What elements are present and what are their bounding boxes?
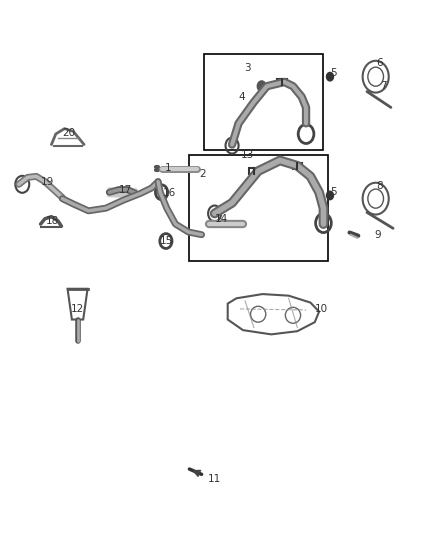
Circle shape <box>257 81 266 92</box>
Bar <box>249 168 258 174</box>
Text: 9: 9 <box>375 230 381 240</box>
Bar <box>277 79 287 85</box>
Text: 19: 19 <box>41 176 54 187</box>
Text: 13: 13 <box>240 150 254 160</box>
Text: 2: 2 <box>199 169 206 179</box>
Text: 11: 11 <box>208 474 221 483</box>
Text: 4: 4 <box>239 92 245 102</box>
Text: 14: 14 <box>215 214 228 224</box>
Text: 15: 15 <box>160 236 173 246</box>
Text: 5: 5 <box>330 68 337 78</box>
Text: 12: 12 <box>71 304 84 314</box>
Text: 5: 5 <box>330 187 337 197</box>
Text: 7: 7 <box>380 81 387 91</box>
Text: 6: 6 <box>377 59 383 68</box>
Text: 1: 1 <box>165 164 171 173</box>
Bar <box>293 163 302 168</box>
Text: 8: 8 <box>377 181 383 191</box>
Text: 3: 3 <box>244 63 251 72</box>
Text: 16: 16 <box>162 188 176 198</box>
Bar <box>204 54 323 150</box>
Text: 10: 10 <box>315 304 328 314</box>
Circle shape <box>326 72 333 81</box>
Bar <box>188 155 328 261</box>
Text: 20: 20 <box>62 128 75 138</box>
Circle shape <box>326 191 333 200</box>
Text: 18: 18 <box>46 216 60 227</box>
Text: 17: 17 <box>119 184 132 195</box>
